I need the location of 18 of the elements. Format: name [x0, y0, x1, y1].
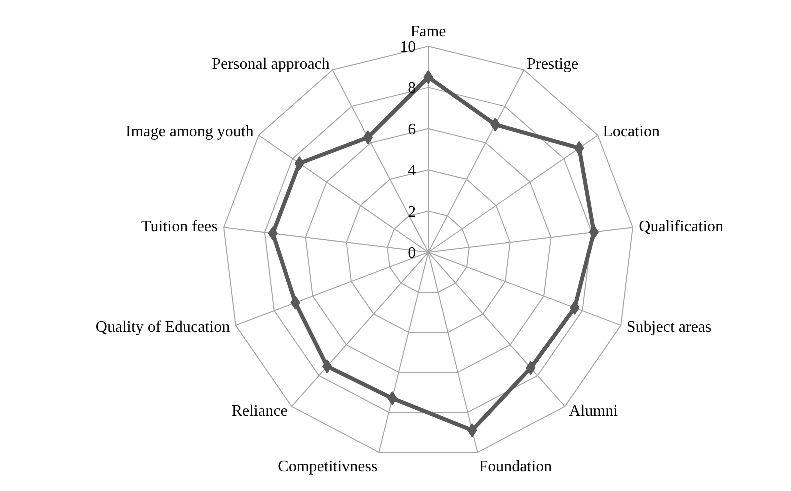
spoke-label: Image among youth — [126, 123, 254, 140]
spoke-label: Prestige — [527, 56, 579, 74]
spoke-label: Personal approach — [212, 56, 330, 74]
spoke-label: Qualification — [639, 218, 724, 236]
spoke-label: Competitivness — [278, 458, 378, 476]
y-tick-label: 10 — [400, 39, 416, 56]
y-tick-label: 2 — [408, 204, 416, 221]
spoke-label: Tuition fees — [142, 218, 218, 236]
y-tick-label: 6 — [408, 121, 416, 138]
spoke-label: Quality of Education — [96, 319, 230, 336]
y-tick-label: 0 — [408, 245, 416, 262]
spoke-label: Fame — [410, 23, 446, 40]
spoke-label: Location — [603, 123, 660, 140]
spoke-label: Alumni — [569, 402, 619, 420]
spoke-label: Reliance — [232, 402, 288, 420]
spoke-label: Subject areas — [626, 319, 712, 336]
y-tick-label: 4 — [408, 162, 416, 180]
spoke-label: Foundation — [479, 458, 552, 476]
